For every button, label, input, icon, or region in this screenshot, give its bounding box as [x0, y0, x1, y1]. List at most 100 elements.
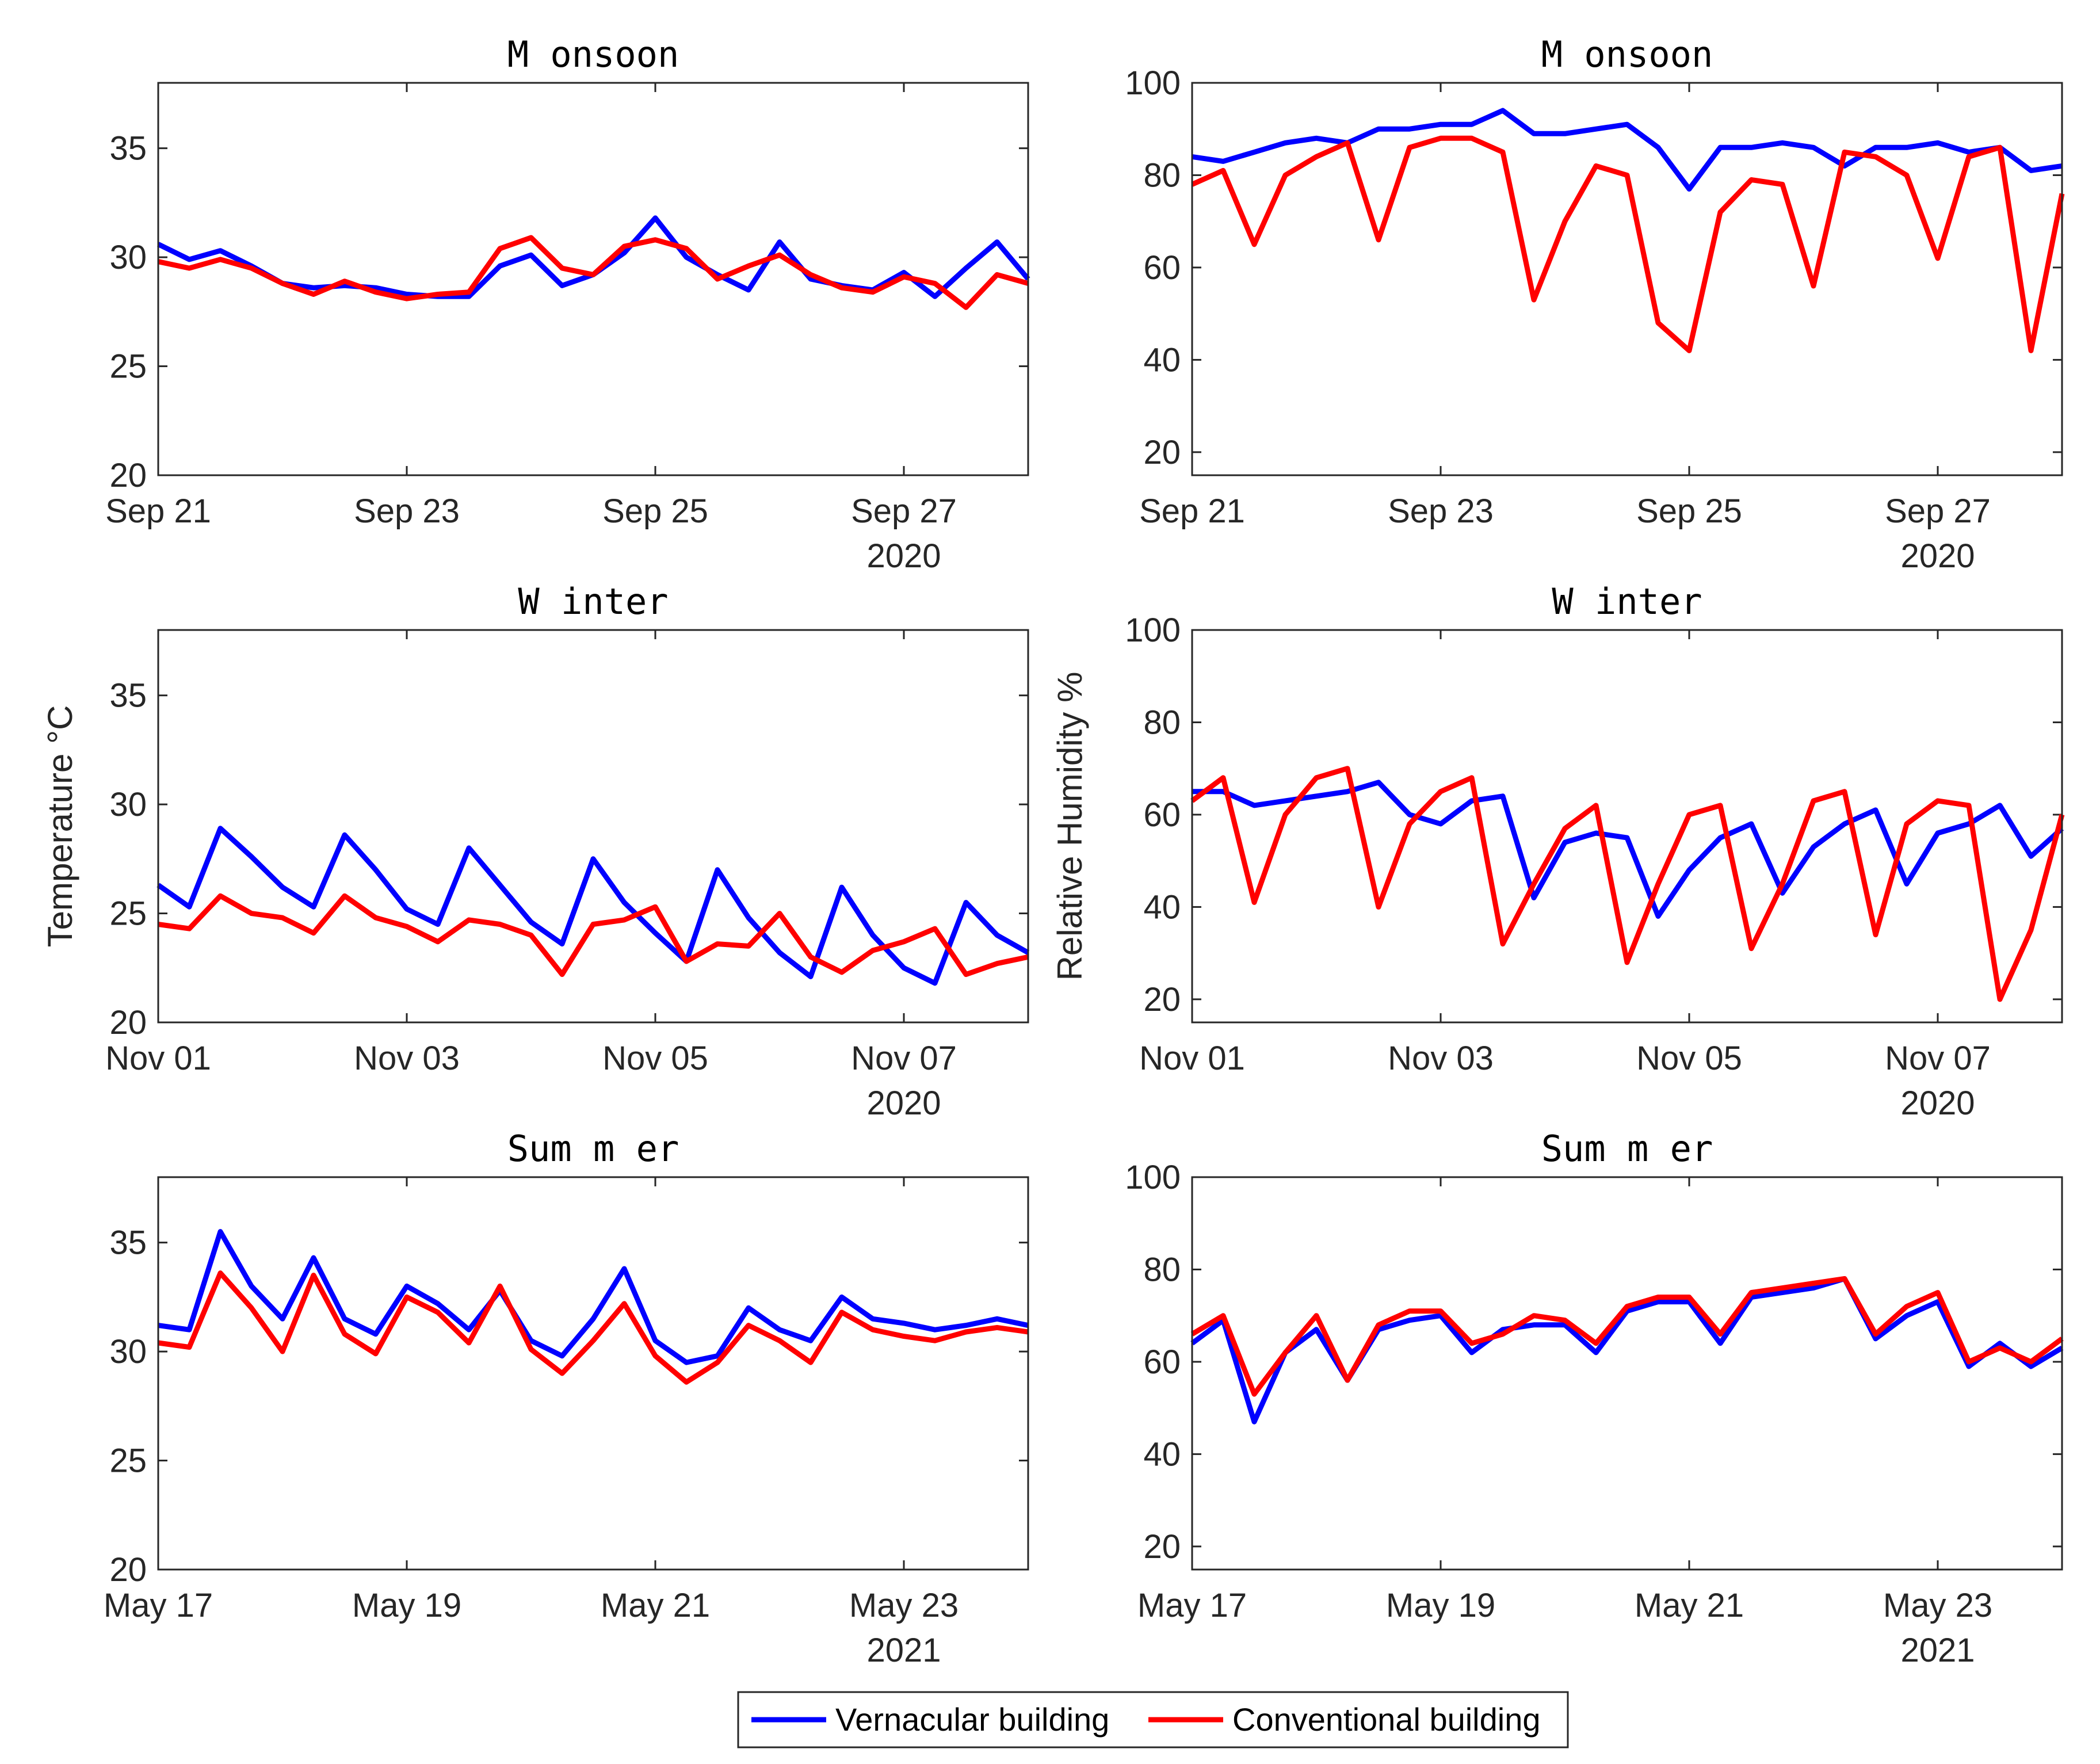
y-tick-label: 80	[1143, 156, 1181, 194]
x-tick-label: Sep 25	[602, 492, 708, 530]
x-tick-label: Sep 21	[1139, 492, 1245, 530]
vernacular-line	[1192, 780, 2064, 919]
y-axis-label: Relative Humidity %	[1051, 672, 1089, 981]
plot-frame	[1191, 1176, 2063, 1571]
y-tick-label: 100	[1125, 612, 1181, 649]
conventional-line	[1190, 1276, 2064, 1397]
plot-frame	[1191, 629, 2063, 1024]
x-tick-label: May 23	[1883, 1587, 1992, 1624]
vernacular-line	[1192, 108, 2063, 192]
y-tick-label: 80	[1143, 1251, 1181, 1288]
x-tick-label: Nov 05	[1636, 1040, 1742, 1077]
year-label: 2021	[866, 1632, 941, 1669]
x-tick-label: Nov 07	[1885, 1040, 1991, 1077]
x-tick-label: May 17	[104, 1587, 213, 1624]
x-tick-label: May 19	[352, 1587, 461, 1624]
y-tick-label: 60	[1143, 1343, 1181, 1381]
y-tick-label: 25	[109, 895, 147, 933]
y-ticks: 20 40 60 80 100	[1125, 612, 2062, 1018]
conventional-line	[158, 235, 1029, 310]
panel-title: W inter	[518, 581, 668, 623]
panel-monsoon-temperature: M onsoon 20 25 30 35 Sep 21 Sep 23 Sep 25 S…	[105, 33, 1030, 575]
x-ticks: Sep 21 Sep 23 Sep 25 Sep 27	[105, 83, 957, 530]
panel-title: W inter	[1552, 581, 1702, 623]
y-tick-label: 35	[109, 677, 147, 715]
y-tick-label: 25	[109, 348, 147, 385]
y-tick-label: 30	[109, 786, 147, 823]
legend-vernacular-label: Vernacular building	[835, 1701, 1109, 1738]
x-tick-label: Nov 03	[354, 1040, 460, 1077]
y-tick-label: 20	[1143, 981, 1181, 1018]
year-label: 2020	[1900, 1085, 1975, 1122]
y-tick-label: 40	[1143, 1435, 1181, 1473]
y-ticks: 20 40 60 80 100	[1125, 1159, 2062, 1566]
x-tick-label: Sep 27	[1885, 492, 1991, 530]
x-tick-label: Nov 03	[1388, 1040, 1494, 1077]
y-ticks: 20 40 60 80 100	[1125, 64, 2062, 471]
y-tick-label: 20	[109, 457, 147, 494]
y-ticks: 20 25 30 35	[109, 130, 1028, 494]
y-tick-label: 40	[1143, 888, 1181, 926]
y-tick-label: 20	[1143, 1528, 1181, 1566]
panel-title: M onsoon	[507, 33, 679, 75]
y-tick-label: 40	[1143, 341, 1181, 379]
y-tick-label: 60	[1143, 249, 1181, 287]
y-ticks: 20 25 30 35	[109, 1224, 1028, 1589]
y-ticks: 20 25 30 35	[109, 677, 1028, 1041]
y-tick-label: 100	[1125, 1159, 1181, 1196]
x-tick-label: Sep 23	[354, 492, 460, 530]
plot-frame	[157, 82, 1029, 476]
conventional-line	[1191, 135, 2065, 353]
conventional-line	[1190, 766, 2065, 1002]
x-tick-label: Nov 05	[602, 1040, 708, 1077]
x-tick-label: Nov 07	[851, 1040, 957, 1077]
year-label: 2021	[1900, 1632, 1975, 1669]
y-tick-label: 20	[109, 1551, 147, 1589]
vernacular-line	[158, 1229, 1029, 1365]
y-axis-label: Temperature °C	[41, 705, 79, 948]
x-ticks: Sep 21 Sep 23 Sep 25 Sep 27	[1139, 83, 1991, 530]
x-tick-label: May 17	[1137, 1587, 1247, 1624]
panel-winter-humidity: W inter Relative Humidity % 20406080100 …	[1051, 581, 2065, 1122]
x-ticks: May 17 May 19 May 21 May 23	[1137, 1177, 1992, 1624]
y-tick-label: 30	[109, 239, 147, 276]
y-tick-label: 60	[1143, 796, 1181, 834]
y-tick-label: 100	[1125, 64, 1181, 102]
panel-winter-temperature: W inter Temperature °C 20 25 30 35 Nov 01 N…	[41, 581, 1030, 1122]
y-tick-label: 25	[109, 1442, 147, 1480]
x-tick-label: Sep 27	[851, 492, 957, 530]
panel-title: M onsoon	[1541, 33, 1713, 75]
panel-monsoon-humidity: M onsoon 20 40 60 80 100 Sep 21 Sep 23 Sep 2…	[1125, 33, 2065, 575]
y-tick-label: 20	[1143, 434, 1181, 471]
x-tick-label: Sep 25	[1636, 492, 1742, 530]
x-ticks: Nov 01 Nov 03 Nov 05 Nov 07	[105, 630, 957, 1077]
x-tick-label: Nov 01	[1139, 1040, 1245, 1077]
y-tick-label: 35	[109, 1224, 147, 1262]
year-label: 2020	[1900, 537, 1975, 575]
year-label: 2020	[866, 537, 941, 575]
panel-title: Sum m er	[1541, 1128, 1713, 1170]
plot-frame	[1191, 82, 2063, 476]
y-tick-label: 80	[1143, 704, 1181, 741]
legend: Vernacular building Conventional buildin…	[737, 1691, 1569, 1748]
conventional-line	[158, 1270, 1029, 1385]
x-tick-label: Sep 23	[1388, 492, 1494, 530]
panel-title: Sum m er	[507, 1128, 679, 1170]
x-tick-label: May 19	[1386, 1587, 1495, 1624]
x-tick-label: May 23	[849, 1587, 959, 1624]
legend-conventional-label: Conventional building	[1232, 1701, 1541, 1738]
panel-summer-temperature: Sum m er 20 25 30 35 May 17 May 19 May 21 M…	[104, 1128, 1029, 1669]
conventional-line	[158, 893, 1029, 978]
x-tick-label: Sep 21	[105, 492, 211, 530]
plot-frame	[157, 1176, 1029, 1571]
x-ticks: Nov 01 Nov 03 Nov 05 Nov 07	[1139, 630, 1991, 1077]
plot-frame	[157, 629, 1029, 1024]
x-tick-label: Nov 01	[105, 1040, 211, 1077]
y-tick-label: 30	[109, 1333, 147, 1370]
year-label: 2020	[866, 1085, 941, 1122]
y-tick-label: 35	[109, 130, 147, 167]
panel-summer-humidity: Sum m er 20 40 60 80 100 May 17 May 19 May 2…	[1125, 1128, 2064, 1669]
x-tick-label: May 21	[601, 1587, 710, 1624]
